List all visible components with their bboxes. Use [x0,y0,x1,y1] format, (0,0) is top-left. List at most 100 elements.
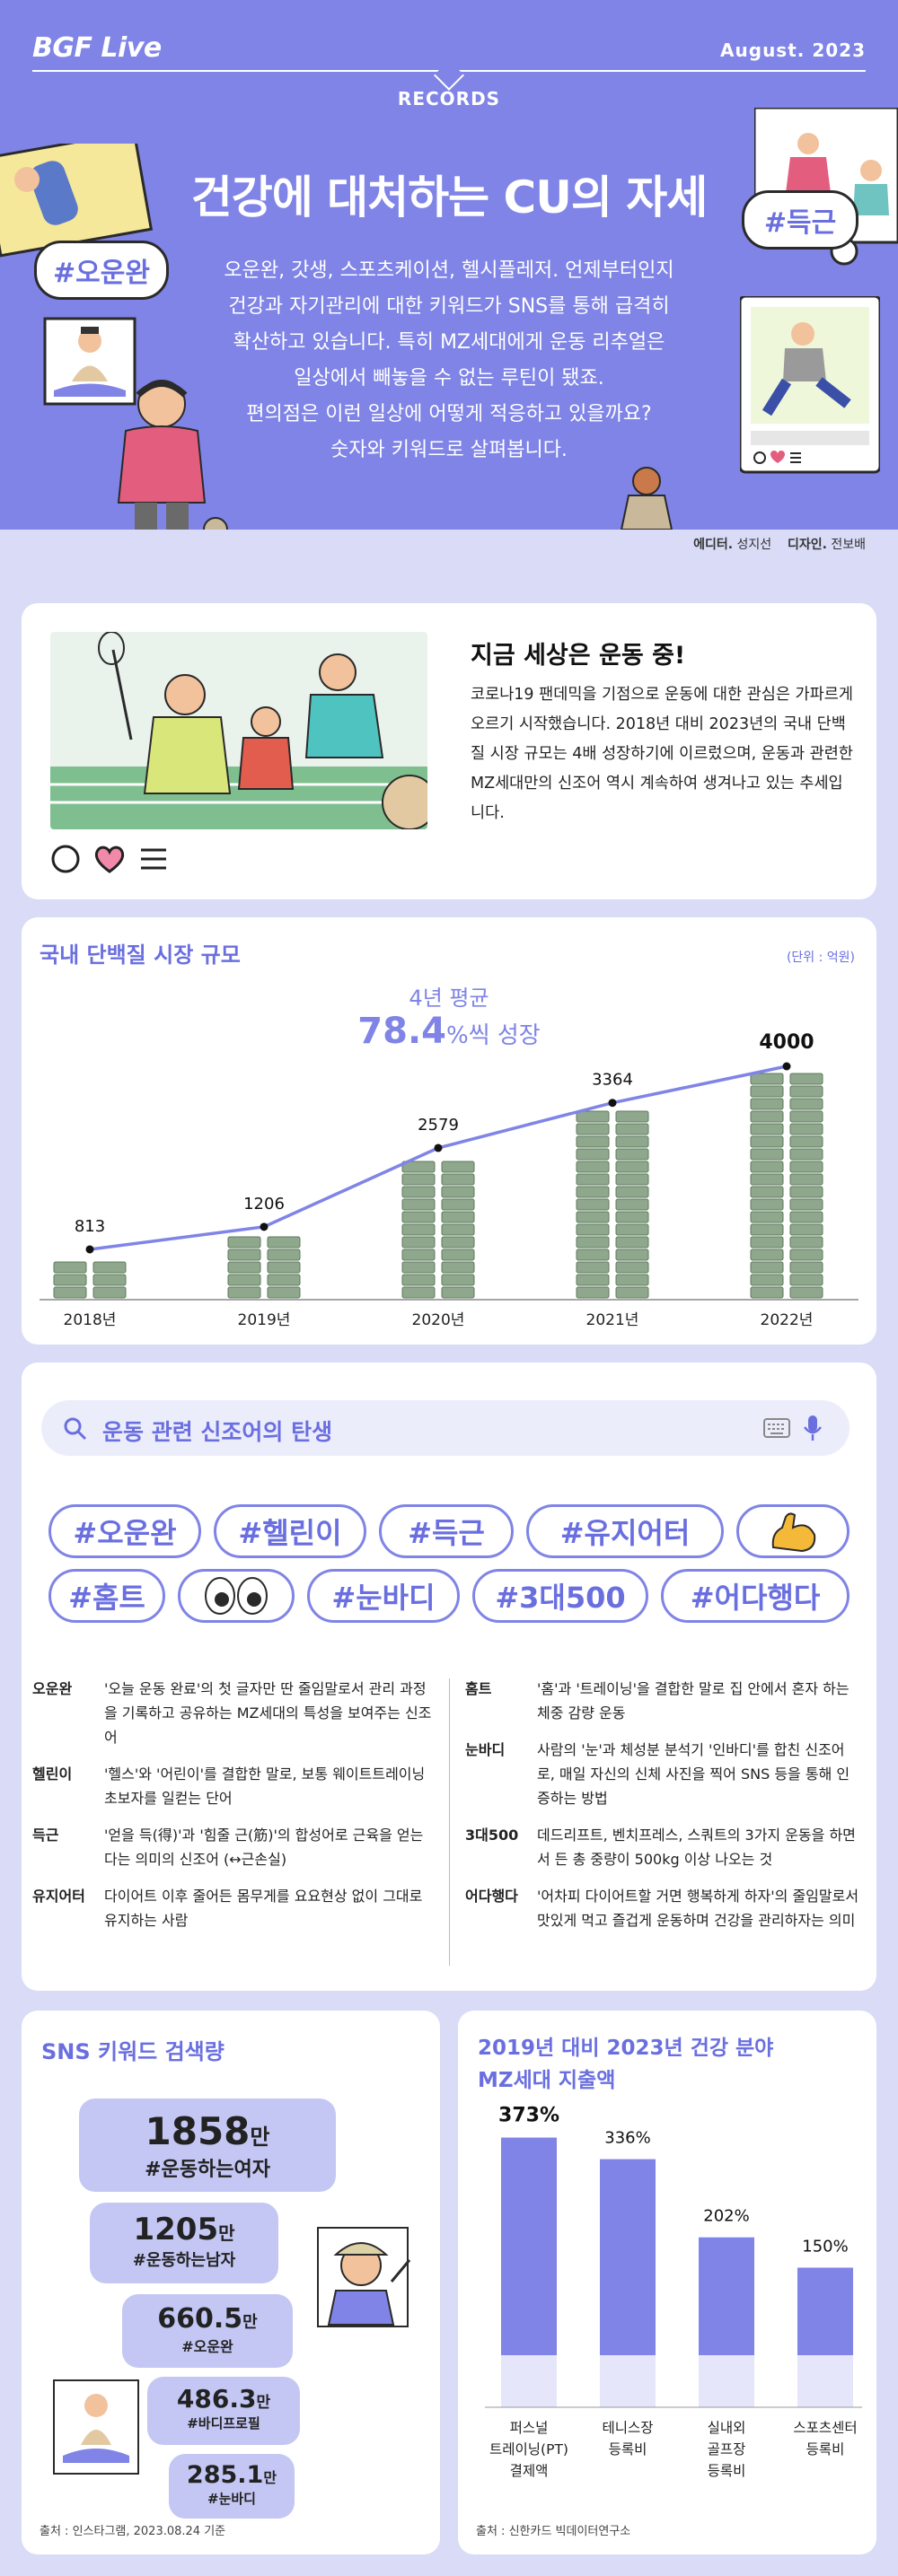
mz-spending-card: 2019년 대비 2023년 건강 분야 MZ세대 지출액 373% 퍼스널 트레이… [458,2011,876,2554]
money-stack-block [615,1286,649,1299]
money-stack-block [750,1123,784,1135]
money-stack-block [576,1186,610,1198]
money-stack-block [750,1261,784,1274]
money-stack-block [750,1211,784,1223]
runner-post-illustration [740,296,880,474]
money-stack-block [576,1135,610,1148]
hashtag-chip[interactable]: #3대500 [472,1569,648,1623]
money-stack-block [576,1223,610,1236]
money-stack-block [267,1236,301,1249]
definition-term: 오운완 [32,1680,73,1697]
search-bar[interactable]: 운동 관련 신조어의 탄생 [41,1400,850,1456]
spending-value-label: 202% [703,2207,749,2226]
keyword-unit: 만 [242,2313,258,2332]
spending-category-label: 스포츠센터 [793,2420,857,2436]
intro-line: 숫자와 키워드로 살펴봅니다. [330,439,568,461]
circle-icon [51,845,80,873]
sns-source: 출처 : 인스타그램, 2023.08.24 기준 [40,2525,226,2538]
eyes-chip[interactable] [178,1569,295,1623]
money-stack-block [750,1198,784,1211]
intro-text: 오운완, 갓생, 스포츠케이션, 헬시플레저. 언제부터인지 건강과 자기관리에… [180,253,718,469]
designer-label: 디자인. [787,538,827,552]
designer-name: 전보배 [831,538,866,552]
money-stack-block [750,1085,784,1098]
money-stack-block [750,1148,784,1161]
hashtag-chip[interactable]: #홈트 [48,1569,165,1623]
definition-row: 오운완 '오늘 운동 완료'의 첫 글자만 딴 줄임말로서 관리 과정을 기록하고… [32,1677,436,1749]
dog-illustration [203,517,228,530]
money-stack-block [615,1211,649,1223]
sns-title: SNS 키워드 검색량 [41,2039,224,2064]
money-stack-block [227,1274,261,1286]
definition-row: 홈트 '홈'과 '트레이닝'을 결합한 말로 집 안에서 혼자 하는 체중 감량 … [465,1677,860,1725]
definition-term: 홈트 [465,1680,492,1697]
money-stack-block [789,1161,823,1173]
spending-value-label: 336% [604,2129,650,2148]
definition-row: 눈바디 사람의 '눈'과 체성분 분석기 '인바디'를 합친 신조어로, 매일 자… [465,1738,860,1810]
hashtag-chip[interactable]: #어다행다 [661,1569,850,1623]
top-bar: BGF Live August. 2023 [32,32,866,68]
badminton-illustration [50,632,427,829]
money-stack-block [267,1286,301,1299]
keyword-label: #오운완 [181,2338,233,2355]
money-stack-block [576,1249,610,1261]
section1-text: 코로나19 팬데믹을 기점으로 운동에 대한 관심은 가파르게 오르기 시작했습… [471,686,853,822]
keyboard-icon[interactable] [763,1418,790,1438]
money-stack-block [227,1236,261,1249]
money-stack-block [750,1098,784,1110]
definition-row: 헬린이 '헬스'와 '어린이'를 결합한 말로, 보통 웨이트트레이닝 초보자를 … [32,1762,436,1810]
keyword-unit: 만 [218,2222,235,2244]
money-stack-block [615,1236,649,1249]
hashtag-chip[interactable]: #득근 [379,1504,514,1558]
avg-label: 4년 평균 [409,986,489,1011]
search-icon [64,1417,87,1441]
hashtag-bubble-left: #오운완 [34,241,169,300]
microphone-icon[interactable] [803,1415,823,1441]
definition-row: 3대500 데드리프트, 벤치프레스, 스쿼트의 3가지 운동을 하면서 든 총 … [465,1823,860,1871]
hashtag-chip[interactable]: #헬린이 [214,1504,366,1558]
definition-row: 득근 '얻을 득(得)'과 '힘줄 근(筋)'의 합성어로 근육을 얻는다는 의미… [32,1823,436,1871]
spending-category-label: 실내외 [708,2420,746,2436]
definition-row: 어다행다 '어차피 다이어트할 거면 행복하게 하자'의 줄임말로서 맛있게 먹고… [465,1884,860,1932]
spending-bar [501,2137,557,2355]
flexed-bicep-icon [771,1512,816,1553]
money-stack-block [789,1148,823,1161]
eyes-icon [205,1577,268,1615]
money-stack-block [576,1261,610,1274]
money-stack-block [789,1073,823,1085]
data-label: 813 [75,1217,105,1236]
money-stack-block [615,1198,649,1211]
money-stack-block [789,1123,823,1135]
money-stack-block [441,1274,475,1286]
hashtag-chip[interactable]: #눈바디 [307,1569,460,1623]
money-stack-block [615,1135,649,1148]
money-stack-block [789,1236,823,1249]
hashtag-chip[interactable]: #유지어터 [526,1504,724,1558]
flexed-arm-chip[interactable] [736,1504,850,1558]
money-stack-block [750,1135,784,1148]
money-stack-block [401,1236,436,1249]
spending-category-label: 퍼스널 [510,2420,549,2436]
spending-bar [600,2159,656,2355]
keyword-bubble: 660.5만 #오운완 [122,2294,293,2368]
money-stack-block [615,1123,649,1135]
data-point [434,1143,443,1152]
yoga-person-illustration [43,317,136,406]
money-stack-block [789,1110,823,1123]
spending-bar [797,2267,853,2355]
definition-term: 득근 [32,1827,59,1844]
hashtag-chip[interactable]: #오운완 [48,1504,201,1558]
spending-category-label: 등록비 [609,2441,647,2458]
money-stack-block [576,1236,610,1249]
money-stack-block [267,1261,301,1274]
spending-category-label: 골프장 [708,2441,746,2458]
keyword-label: #바디프로필 [187,2415,260,2431]
money-stack-block [615,1148,649,1161]
kneeling-athlete-illustration [620,467,674,530]
money-stack-block [789,1274,823,1286]
definition-desc: '어차피 다이어트할 거면 행복하게 하자'의 줄임말로서 맛있게 먹고 즐겁게… [537,1888,859,1929]
money-stack-block [92,1286,127,1299]
money-stack-block [401,1211,436,1223]
definition-desc: '헬스'와 '어린이'를 결합한 말로, 보통 웨이트트레이닝 초보자를 일컫는… [104,1766,426,1807]
